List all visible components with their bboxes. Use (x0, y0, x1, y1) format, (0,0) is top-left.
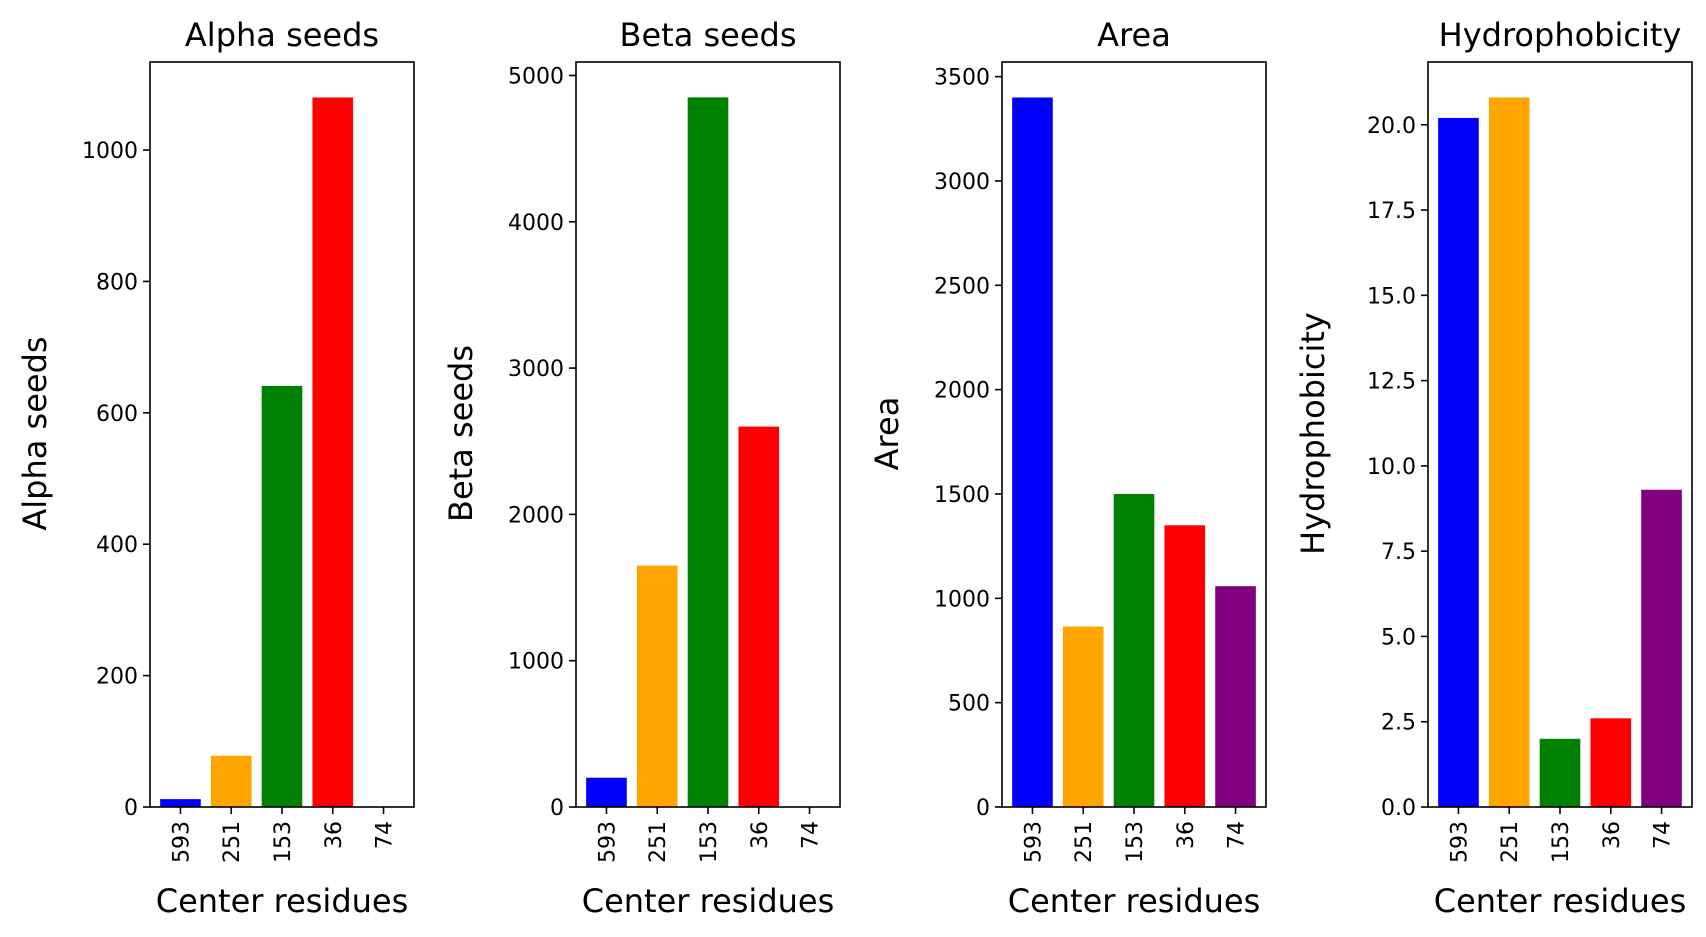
y-tick-label: 10.0 (1367, 455, 1416, 480)
y-axis-label: Alpha seeds (16, 336, 54, 530)
x-tick-label: 251 (1072, 821, 1097, 863)
y-tick-label: 2.5 (1381, 711, 1416, 736)
x-tick-label: 153 (271, 821, 296, 863)
bar-153 (1539, 738, 1581, 807)
bar-36 (312, 97, 354, 808)
x-axis-label: Center residues (1434, 882, 1687, 920)
y-tick-label: 2500 (934, 274, 990, 299)
y-tick-label: 17.5 (1367, 199, 1416, 224)
y-tick-label: 0.0 (1381, 796, 1416, 821)
y-tick-label: 7.5 (1381, 540, 1416, 565)
y-tick-label: 12.5 (1367, 370, 1416, 395)
x-tick-label: 593 (1447, 821, 1472, 863)
x-tick-label: 36 (322, 821, 347, 849)
y-tick-label: 1000 (82, 139, 138, 164)
bar-593 (1012, 97, 1053, 808)
x-tick-label: 593 (1021, 821, 1046, 863)
y-tick-label: 800 (96, 270, 138, 295)
y-tick-label: 20.0 (1367, 114, 1416, 139)
bar-36 (1164, 525, 1206, 807)
y-tick-label: 3000 (508, 357, 564, 382)
bar-251 (636, 565, 678, 807)
y-tick-label: 0 (976, 796, 990, 821)
x-axis-label: Center residues (156, 882, 409, 920)
x-tick-label: 593 (169, 821, 194, 863)
bar-251 (1488, 97, 1530, 808)
y-tick-label: 15.0 (1367, 284, 1416, 309)
x-axis-label: Center residues (1008, 882, 1261, 920)
y-tick-label: 4000 (508, 211, 564, 236)
x-tick-label: 74 (1651, 821, 1676, 849)
y-tick-label: 400 (96, 533, 138, 558)
y-tick-label: 500 (948, 692, 990, 717)
bar-593 (586, 777, 627, 807)
y-axis-label: Beta seeds (442, 345, 480, 522)
y-tick-label: 0 (124, 796, 138, 821)
y-tick-label: 0 (550, 796, 564, 821)
y-axis-label: Hydrophobicity (1294, 312, 1332, 555)
chart-title: Alpha seeds (185, 16, 379, 54)
y-tick-label: 5000 (508, 64, 564, 89)
bar-153 (1113, 493, 1155, 807)
y-tick-label: 1000 (508, 650, 564, 675)
x-tick-label: 153 (1123, 821, 1148, 863)
y-tick-label: 3500 (934, 66, 990, 91)
chart-title: Hydrophobicity (1439, 16, 1682, 54)
bar-593 (160, 799, 201, 807)
chart-title: Area (1097, 16, 1171, 54)
x-tick-label: 74 (373, 821, 398, 849)
y-tick-label: 5.0 (1381, 625, 1416, 650)
bar-251 (1062, 626, 1104, 807)
chart-panel-2: 0 500 1000 1500 2000 2500 3000 3500 593 251 153 36 7… (868, 16, 1267, 920)
x-tick-label: 251 (646, 821, 671, 863)
y-tick-label: 3000 (934, 170, 990, 195)
chart-panel-1: 0 1000 2000 3000 4000 5000 593 251 153 36 74 Beta s… (442, 16, 841, 920)
y-tick-label: 2000 (508, 503, 564, 528)
bar-36 (738, 426, 780, 807)
x-tick-label: 153 (697, 821, 722, 863)
y-tick-label: 1500 (934, 483, 990, 508)
x-tick-label: 36 (748, 821, 773, 849)
y-tick-label: 1000 (934, 587, 990, 612)
chart-title: Beta seeds (620, 16, 797, 54)
x-tick-label: 593 (595, 821, 620, 863)
bar-593 (1438, 117, 1479, 807)
x-tick-label: 36 (1600, 821, 1625, 849)
bar-153 (687, 97, 729, 807)
bar-74 (1215, 586, 1256, 807)
y-axis-label: Area (868, 397, 906, 471)
x-axis-label: Center residues (582, 882, 835, 920)
x-tick-label: 74 (1225, 821, 1250, 849)
chart-panel-3: 0.0 2.5 5.0 7.5 10.0 12.5 15.0 17.5 20.0 593 251 15… (1294, 16, 1693, 920)
x-tick-label: 251 (220, 821, 245, 863)
x-tick-label: 36 (1174, 821, 1199, 849)
chart-panel-0: 0 200 400 600 800 1000 593 251 153 36 74 Alpha seed… (16, 16, 415, 920)
bar-74 (1641, 489, 1682, 807)
y-tick-label: 200 (96, 665, 138, 690)
y-tick-label: 600 (96, 402, 138, 427)
bar-36 (1590, 718, 1632, 807)
x-tick-label: 251 (1498, 821, 1523, 863)
x-tick-label: 74 (799, 821, 824, 849)
x-tick-label: 153 (1549, 821, 1574, 863)
bar-251 (210, 755, 252, 807)
y-tick-label: 2000 (934, 379, 990, 404)
bar-153 (261, 385, 303, 807)
